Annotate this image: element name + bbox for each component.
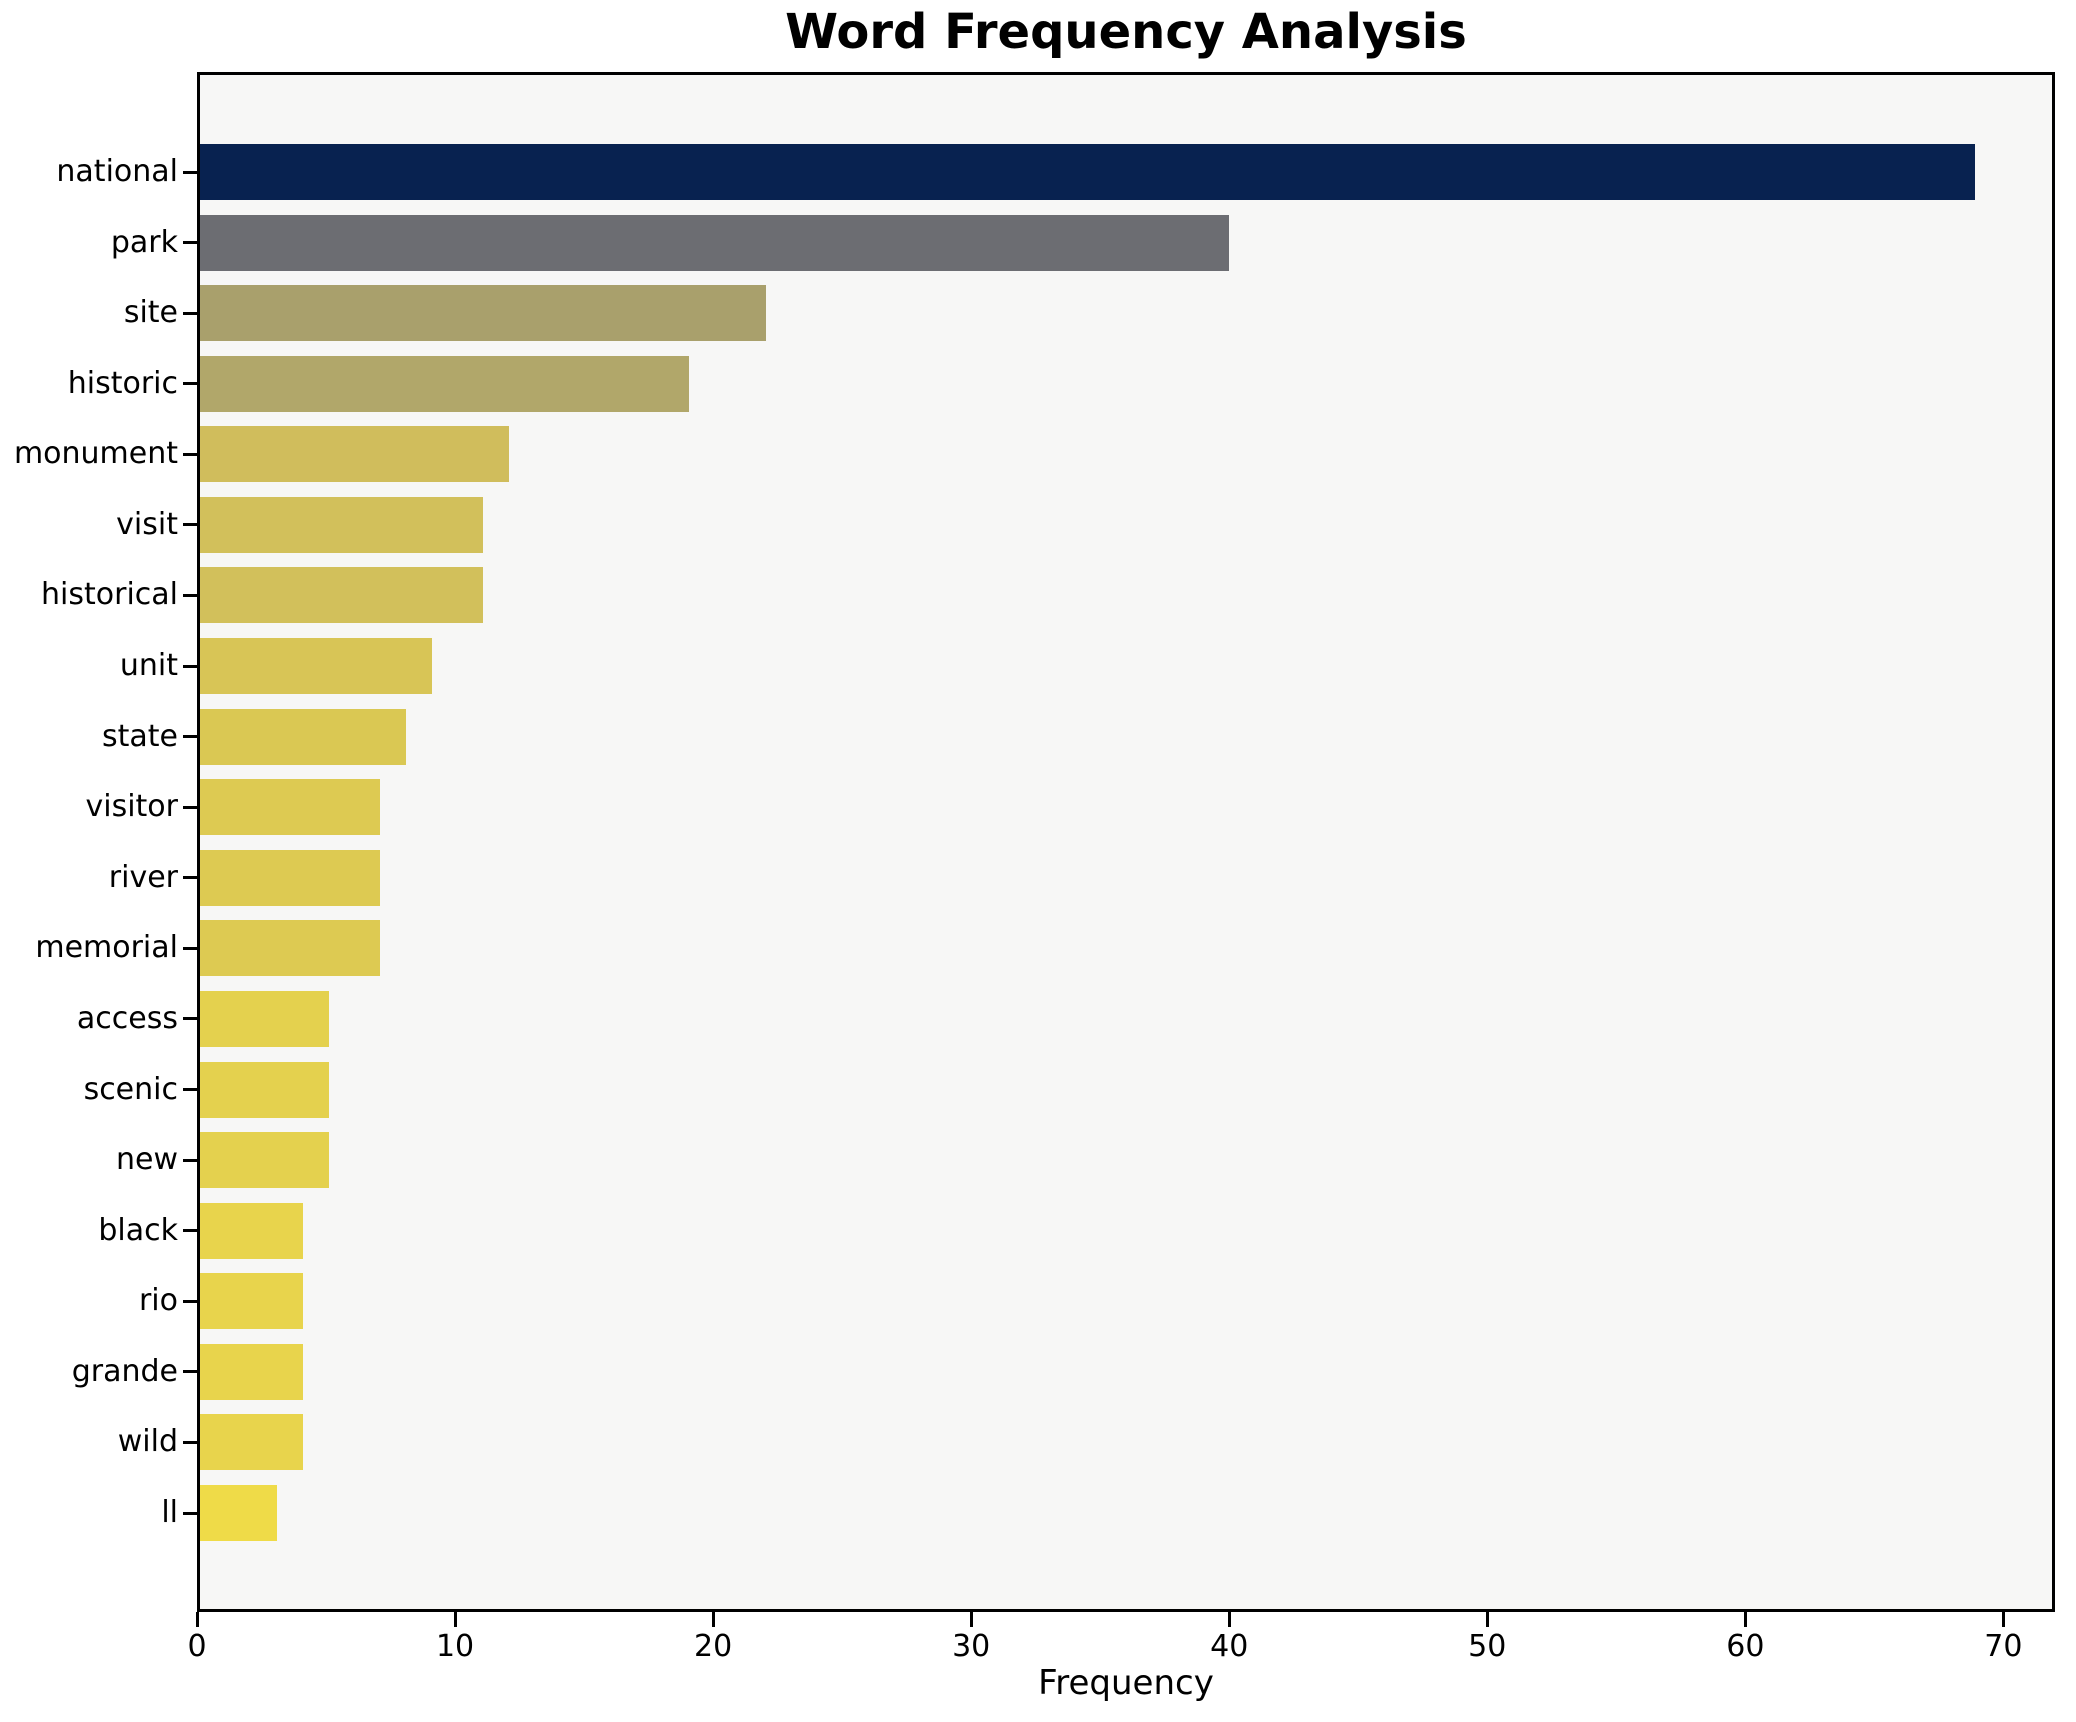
x-tick-label: 40: [1210, 1629, 1249, 1664]
y-tick-label: wild: [117, 1424, 178, 1460]
y-tick-label: national: [56, 154, 178, 189]
y-tick-mark: [183, 735, 197, 739]
y-tick-mark: [183, 946, 197, 950]
y-tick-mark: [183, 311, 197, 315]
y-tick-label: rio: [138, 1283, 178, 1319]
x-tick-label: 10: [435, 1629, 475, 1664]
x-tick-label: 0: [187, 1629, 207, 1664]
y-tick-mark: [183, 664, 197, 668]
y-tick-mark: [183, 1088, 197, 1092]
y-tick-label: memorial: [35, 930, 178, 966]
x-tick-mark: [969, 1612, 973, 1627]
plot-area: [197, 72, 2055, 1612]
y-tick-label: park: [110, 224, 178, 260]
y-tick-label: visit: [116, 506, 178, 542]
bar-access: [200, 990, 329, 1047]
y-tick-label: new: [115, 1142, 178, 1178]
bar-national: [200, 144, 1975, 200]
y-tick-mark: [183, 1440, 197, 1444]
y-tick-label: historical: [41, 577, 178, 613]
bar-river: [200, 849, 381, 906]
y-tick-mark: [183, 382, 197, 386]
y-tick-mark: [183, 170, 197, 174]
y-tick-mark: [183, 805, 197, 809]
x-tick-label: 50: [1468, 1629, 1507, 1664]
bar-wild: [200, 1414, 303, 1471]
y-tick-mark: [183, 452, 197, 456]
y-tick-label: scenic: [83, 1071, 178, 1107]
bar-park: [200, 214, 1229, 271]
y-tick-label: site: [123, 295, 178, 331]
x-tick-mark: [1743, 1612, 1747, 1627]
y-tick-label: ll: [161, 1495, 178, 1531]
bar-historical: [200, 567, 483, 624]
y-tick-label: historic: [67, 365, 178, 401]
x-tick-label: 70: [1984, 1629, 2023, 1664]
y-tick-label: unit: [119, 648, 178, 684]
bar-memorial: [200, 920, 381, 977]
x-axis-title: Frequency: [1038, 1663, 1214, 1703]
bar-monument: [200, 426, 509, 483]
x-tick-mark: [195, 1612, 199, 1627]
y-tick-mark: [183, 241, 197, 245]
x-tick-mark: [453, 1612, 457, 1627]
y-tick-mark: [183, 1370, 197, 1374]
y-tick-label: state: [102, 718, 178, 754]
y-tick-label: black: [98, 1212, 178, 1248]
bar-rio: [200, 1273, 303, 1330]
bar-ll: [200, 1485, 278, 1542]
x-tick-label: 60: [1726, 1629, 1765, 1664]
y-tick-mark: [183, 876, 197, 880]
y-tick-mark: [183, 1017, 197, 1021]
y-tick-label: monument: [13, 436, 178, 472]
bar-grande: [200, 1343, 303, 1400]
bar-site: [200, 285, 766, 342]
bar-black: [200, 1202, 303, 1259]
bar-historic: [200, 355, 689, 412]
y-tick-mark: [183, 1158, 197, 1162]
y-tick-label: river: [108, 859, 178, 895]
x-tick-label: 20: [694, 1629, 733, 1664]
y-tick-mark: [183, 1511, 197, 1515]
bar-new: [200, 1132, 329, 1189]
y-tick-label: visitor: [85, 789, 178, 825]
y-tick-label: grande: [71, 1353, 178, 1389]
bar-visit: [200, 496, 483, 553]
x-tick-mark: [1485, 1612, 1489, 1627]
y-tick-mark: [183, 593, 197, 597]
y-tick-mark: [183, 523, 197, 527]
x-tick-mark: [711, 1612, 715, 1627]
y-tick-mark: [183, 1229, 197, 1233]
bar-unit: [200, 638, 432, 695]
y-tick-mark: [183, 1299, 197, 1303]
x-tick-mark: [2001, 1612, 2005, 1627]
x-tick-label: 30: [952, 1629, 991, 1664]
bar-scenic: [200, 1061, 329, 1118]
bar-visitor: [200, 779, 381, 836]
x-tick-mark: [1227, 1612, 1231, 1627]
y-tick-label: access: [76, 1000, 178, 1036]
chart-title: Word Frequency Analysis: [785, 4, 1467, 60]
bar-state: [200, 708, 406, 765]
